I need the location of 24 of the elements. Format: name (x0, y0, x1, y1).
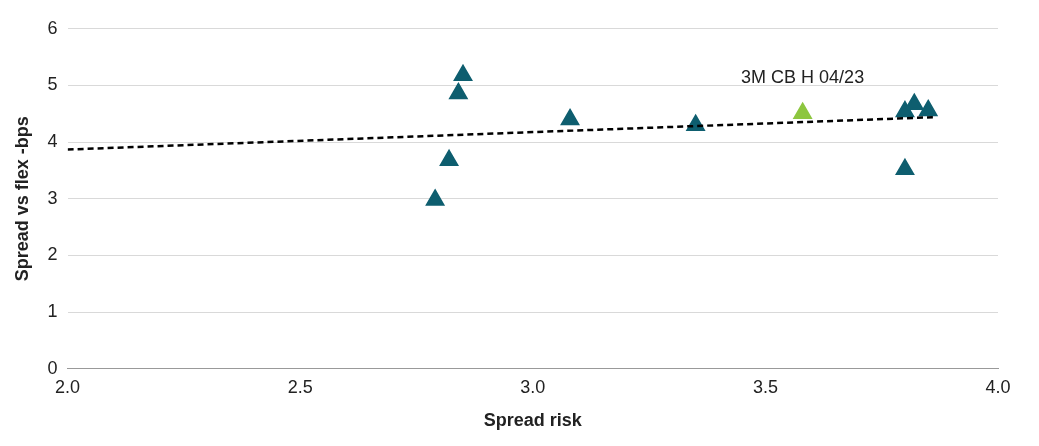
y-tick-label: 5 (47, 74, 58, 95)
x-axis-title: Spread risk (483, 410, 583, 431)
y-tick-label: 2 (47, 244, 58, 265)
y-tick-label: 3 (47, 187, 58, 208)
point (449, 83, 468, 100)
x-tick-label: 2.5 (287, 376, 313, 397)
x-tick-label: 2.0 (55, 376, 81, 397)
y-axis-title: Spread vs flex -bps (11, 116, 32, 282)
x-tick-label: 3.0 (520, 376, 546, 397)
y-tick-label: 0 (47, 357, 58, 378)
point (793, 102, 812, 119)
point (426, 189, 445, 206)
point (895, 159, 915, 176)
point (440, 150, 459, 167)
y-tick-label: 4 (47, 131, 58, 152)
annotation: 3M CB H 04/23 (741, 67, 865, 88)
x-tick-label: 3.5 (752, 376, 778, 397)
point (919, 100, 938, 117)
y-tick-label: 6 (47, 17, 58, 38)
point (453, 65, 473, 82)
x-tick-label: 4.0 (985, 376, 1011, 397)
point (560, 109, 580, 126)
point (905, 93, 924, 110)
y-tick-label: 1 (47, 301, 58, 322)
